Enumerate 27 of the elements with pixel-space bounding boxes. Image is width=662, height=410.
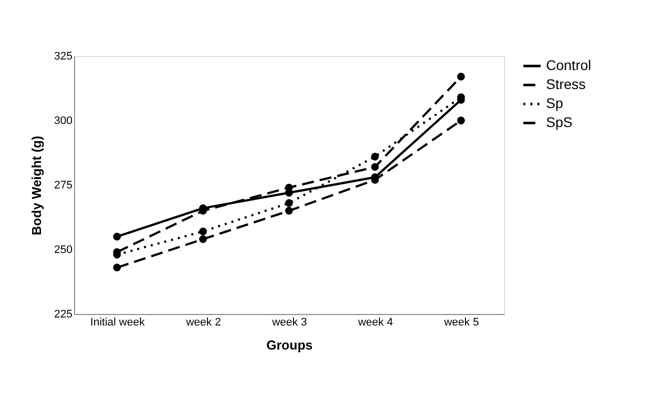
y-tick-label: 275 <box>54 180 72 192</box>
y-tick-label: 250 <box>54 244 72 256</box>
y-tick-label: 225 <box>54 308 72 320</box>
legend-label: Stress <box>546 76 586 92</box>
x-tick-label: week 2 <box>185 316 221 328</box>
point <box>199 235 207 244</box>
y-axis-title: Body Weight (g) <box>29 136 44 236</box>
point <box>457 72 465 81</box>
point <box>371 163 379 171</box>
point <box>285 184 293 192</box>
point <box>285 206 293 215</box>
legend-label: Control <box>546 57 592 73</box>
x-tick-label: Initial week <box>90 316 146 328</box>
y-tick-label: 300 <box>54 115 72 127</box>
x-axis-title: Groups <box>266 338 313 352</box>
point <box>371 152 379 160</box>
legend-label: SpS <box>546 114 572 130</box>
x-tick-label: week 4 <box>357 316 393 328</box>
x-tick-label: week 5 <box>443 316 479 328</box>
legend-label: Sp <box>546 95 564 111</box>
point <box>285 199 293 207</box>
y-tick-label: 325 <box>54 50 72 62</box>
point <box>457 116 465 124</box>
point <box>113 232 121 240</box>
x-tick-label: week 3 <box>271 316 307 328</box>
point <box>199 228 207 236</box>
point <box>113 264 121 272</box>
